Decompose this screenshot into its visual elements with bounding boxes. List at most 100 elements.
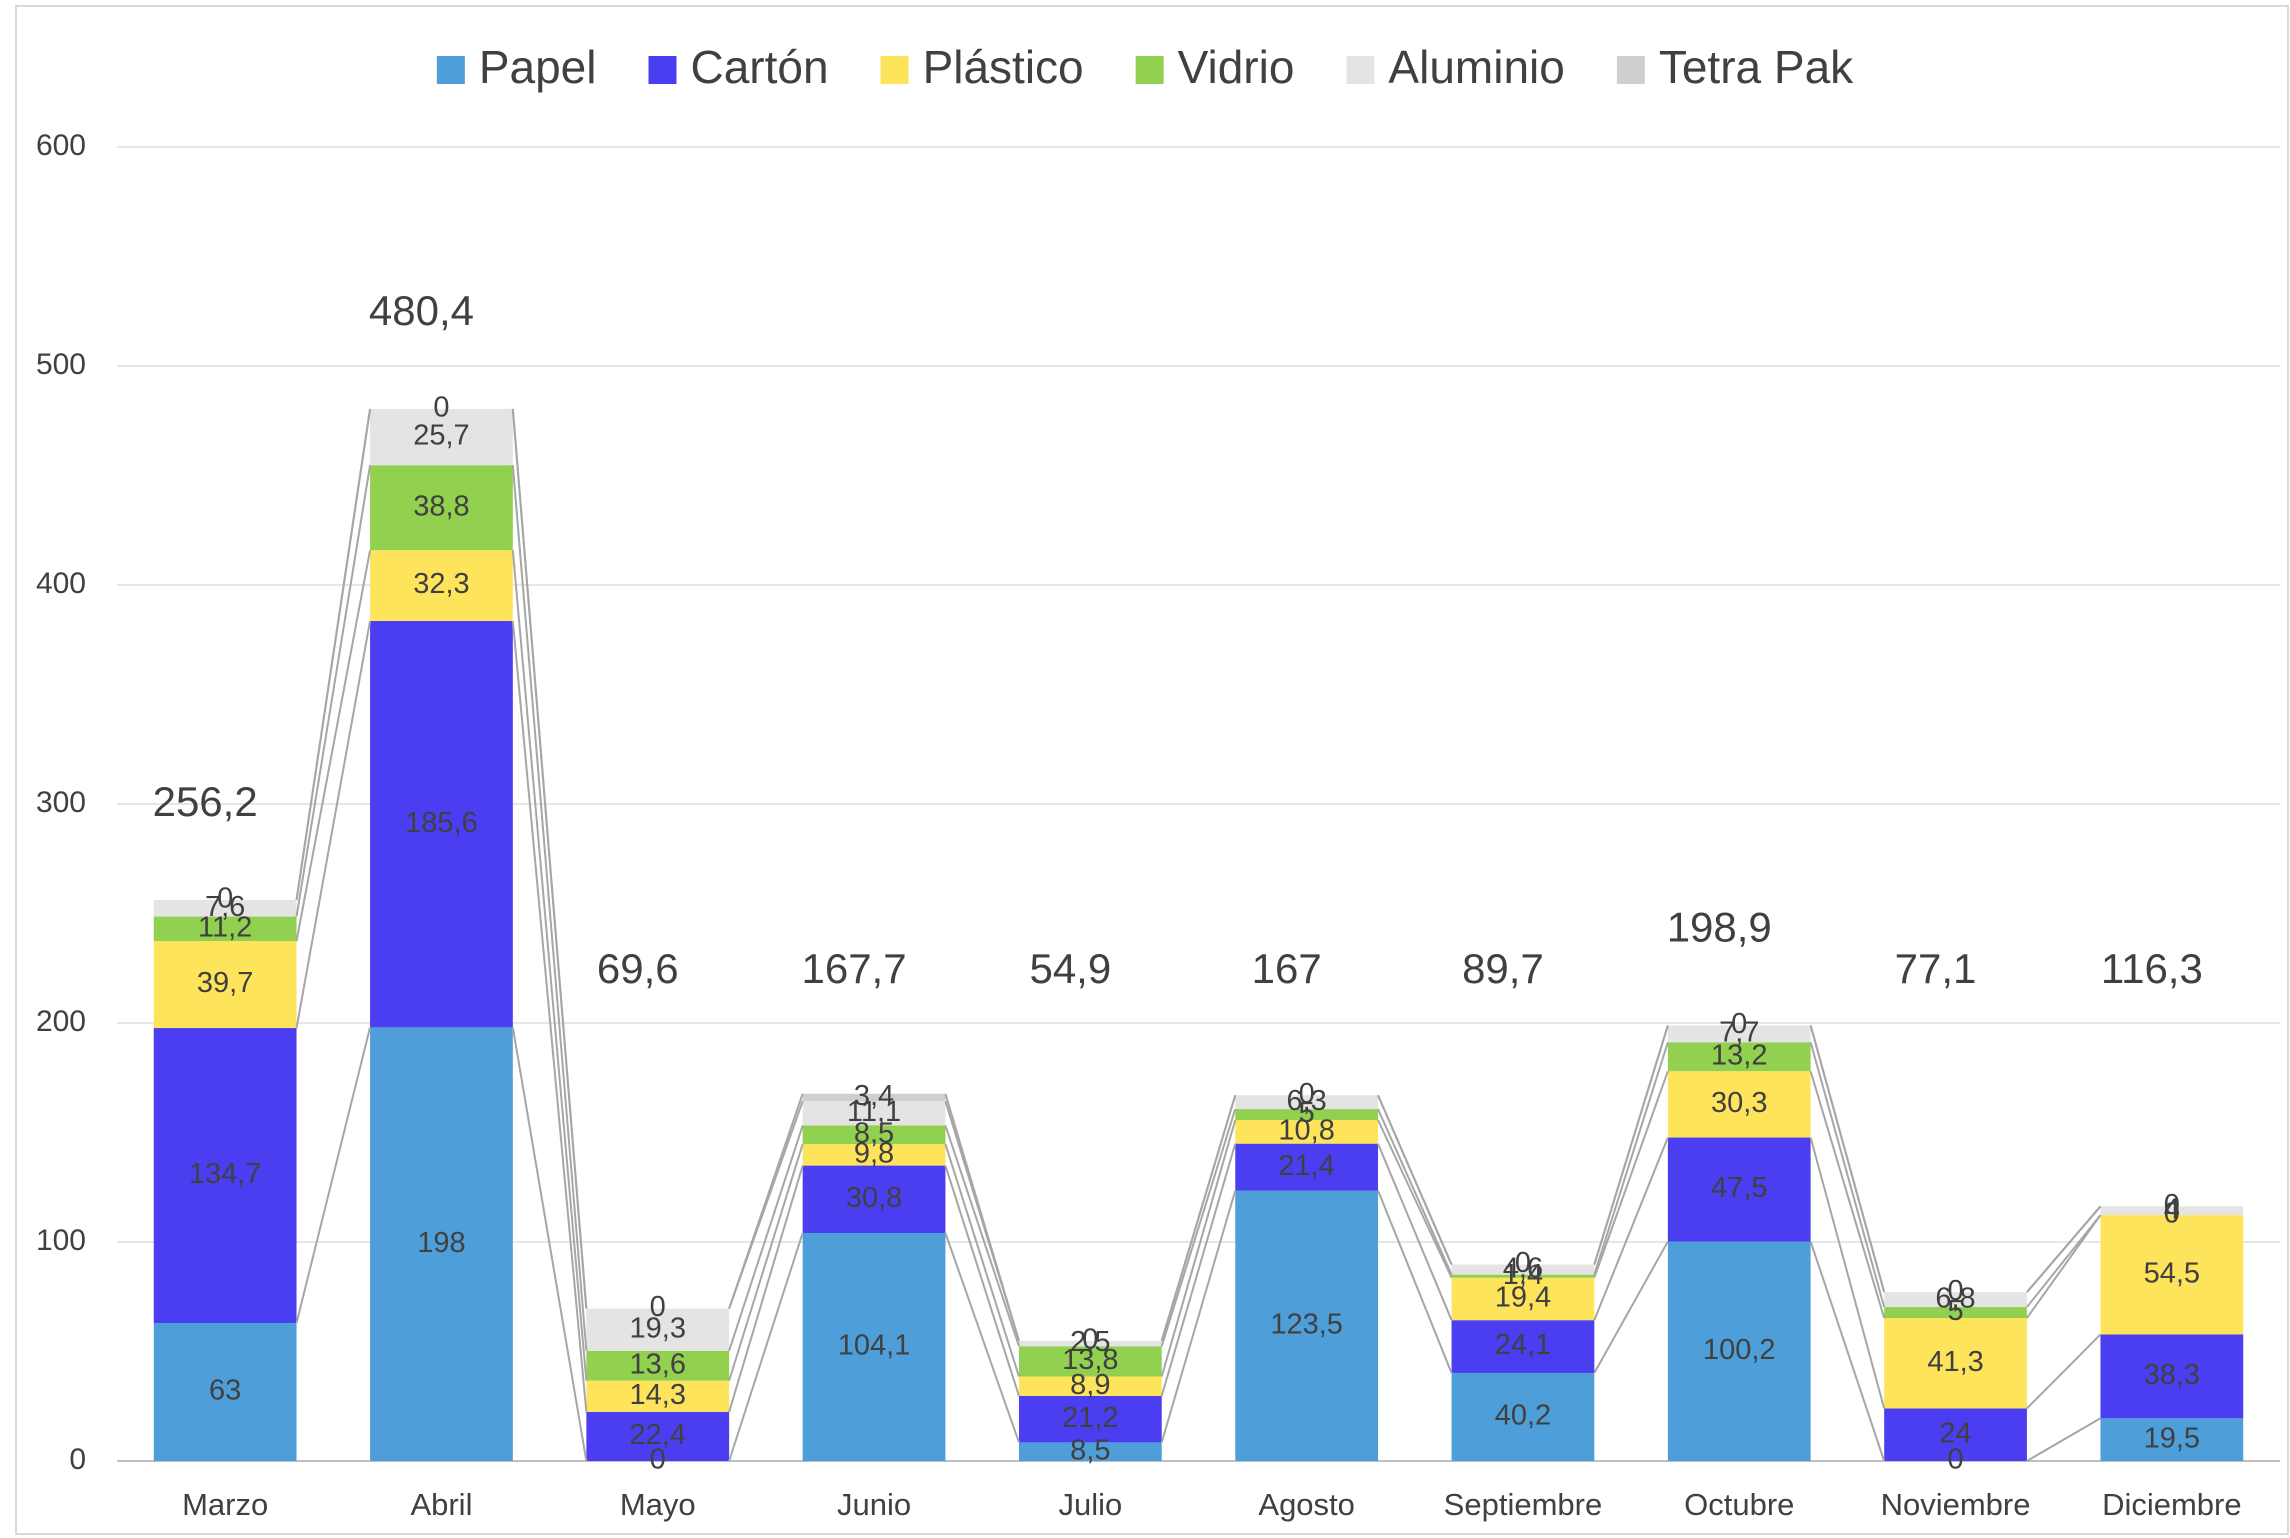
series-line: [1593, 1241, 1669, 1374]
total-label: 116,3: [2101, 945, 2203, 992]
legend-label: Tetra Pak: [1659, 41, 1854, 93]
data-label: 7,6: [205, 891, 245, 923]
series-line: [511, 1027, 588, 1462]
series-line: [944, 1143, 1020, 1377]
data-label: 19,4: [1495, 1282, 1551, 1314]
bar-segment: [1018, 1442, 1162, 1461]
data-label: 19,3: [630, 1312, 686, 1344]
series-line: [944, 1232, 1020, 1443]
series-line: [511, 550, 588, 1381]
series-line: [944, 1125, 1020, 1347]
y-tick-label: 600: [36, 129, 86, 162]
bar-segment: [1451, 1372, 1595, 1461]
data-label: 22,4: [630, 1419, 686, 1451]
bar-segment: [153, 1323, 297, 1461]
total-label: 167,7: [801, 945, 906, 992]
data-label: 24,1: [1495, 1329, 1551, 1361]
data-label: 0: [650, 1444, 666, 1476]
series-line: [1809, 1241, 1886, 1462]
bar-segment: [586, 1411, 730, 1461]
series-line: [944, 1093, 1020, 1342]
series-line: [2026, 1417, 2101, 1462]
series-line: [295, 465, 372, 917]
series-line: [2026, 1333, 2102, 1410]
bar-segment: [586, 1380, 730, 1412]
data-label: 2,5: [1070, 1326, 1110, 1358]
bar-segment: [370, 1027, 513, 1461]
data-label: 10,8: [1278, 1114, 1334, 1146]
data-label: 5: [1947, 1295, 1963, 1327]
bar-segment: [1667, 1137, 1811, 1242]
bar-segment: [1018, 1340, 1162, 1347]
legend-swatch: [436, 56, 465, 84]
data-label: 39,7: [197, 967, 253, 999]
data-label: 13,2: [1711, 1039, 1767, 1071]
x-tick-label: Agosto: [1258, 1487, 1355, 1522]
series-line: [2026, 1214, 2102, 1319]
bar-segment: [586, 1308, 730, 1351]
data-label: 47,5: [1711, 1172, 1767, 1204]
data-label: 21,2: [1062, 1402, 1118, 1434]
data-label: 8,5: [854, 1117, 894, 1149]
data-label: 7,7: [1719, 1016, 1759, 1048]
x-tick-label: Abril: [410, 1487, 472, 1522]
bar-segment: [1667, 1042, 1811, 1072]
data-label: 6,8: [1935, 1282, 1975, 1314]
bar-segment: [1884, 1292, 2027, 1308]
total-label: 256,2: [153, 778, 258, 825]
series-line: [1809, 1137, 1886, 1409]
data-label: 0: [1082, 1323, 1098, 1355]
series-line: [295, 1027, 372, 1324]
bar-segment: [1235, 1109, 1379, 1121]
total-label: 77,1: [1895, 945, 1977, 992]
data-label: 0: [1299, 1078, 1315, 1110]
bar-segment: [1235, 1120, 1379, 1144]
series-line: [511, 408, 588, 1309]
data-label: 0: [1947, 1275, 1963, 1307]
bar-segment: [153, 916, 297, 942]
data-label: 0: [1731, 1008, 1747, 1040]
data-label: 4: [2164, 1193, 2180, 1225]
series-line: [2026, 1205, 2102, 1293]
bar-segment: [1451, 1264, 1595, 1275]
bar-segment: [1018, 1395, 1162, 1443]
data-label: 0: [1947, 1444, 1963, 1476]
bar-segment: [1884, 1317, 2027, 1409]
series-line: [944, 1165, 1020, 1397]
data-label: 14,3: [630, 1379, 686, 1411]
data-label: 0: [1515, 1247, 1531, 1279]
data-label: 8,5: [1070, 1434, 1110, 1466]
bar-segment: [802, 1093, 946, 1102]
data-label: 13,8: [1062, 1344, 1118, 1376]
data-label: 134,7: [189, 1158, 262, 1190]
series-line: [1593, 1070, 1669, 1279]
data-label: 0: [217, 883, 233, 915]
total-label: 167: [1252, 945, 1322, 992]
series-line: [1160, 1119, 1237, 1377]
bar-segment: [153, 941, 297, 1029]
legend-label: Plástico: [923, 41, 1084, 93]
data-label: 0: [433, 392, 449, 424]
series-line: [511, 465, 588, 1351]
bar-segment: [2100, 1334, 2244, 1419]
legend-label: Vidrio: [1178, 41, 1295, 93]
data-label: 0: [2164, 1198, 2180, 1230]
legend-label: Cartón: [690, 41, 828, 93]
series-line: [728, 1165, 804, 1413]
series-line: [1377, 1190, 1453, 1374]
data-label: 3,4: [854, 1080, 894, 1112]
bar-segment: [2100, 1418, 2244, 1461]
legend-label: Papel: [479, 41, 597, 93]
series-line: [728, 1125, 804, 1352]
legend-swatch: [880, 56, 909, 84]
x-tick-label: Septiembre: [1444, 1487, 1603, 1522]
data-label: 30,8: [846, 1182, 902, 1214]
bar-segment: [370, 550, 513, 621]
bar-segment: [2100, 1215, 2244, 1335]
y-tick-label: 500: [36, 348, 86, 381]
data-label: 32,3: [413, 568, 469, 600]
bar-segment: [1018, 1376, 1162, 1396]
bar-segment: [1667, 1071, 1811, 1138]
total-label: 198,9: [1667, 904, 1772, 951]
legend-label: Aluminio: [1388, 41, 1564, 93]
